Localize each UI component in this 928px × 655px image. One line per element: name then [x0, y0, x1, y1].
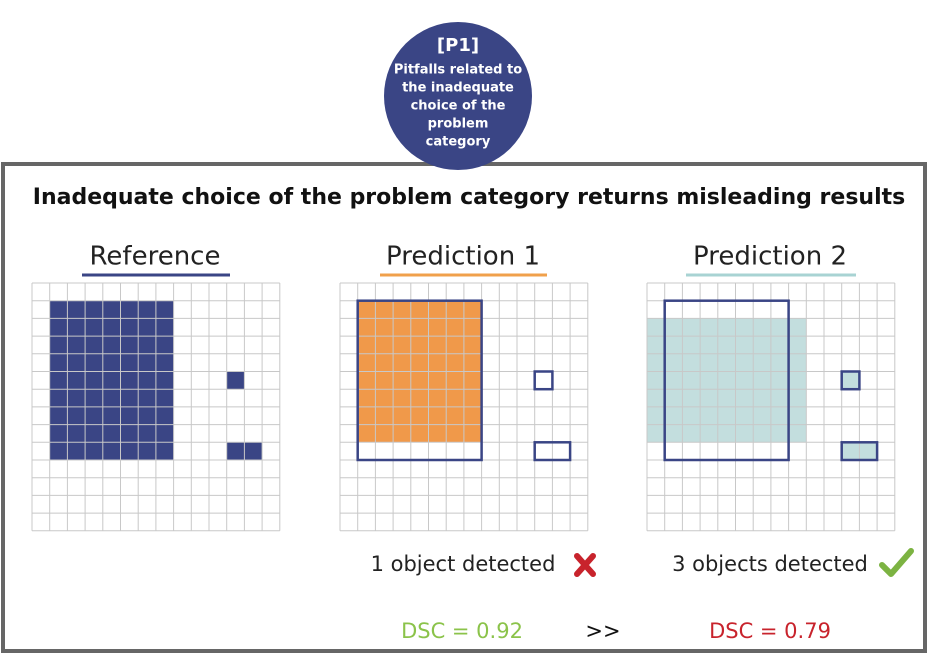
region: [533, 441, 572, 462]
cross-icon: [574, 553, 596, 577]
caption: 1 object detected: [371, 552, 556, 576]
region: [840, 441, 879, 462]
badge: [384, 22, 532, 170]
region: [840, 370, 861, 391]
badge-line: category: [426, 135, 491, 150]
region: [663, 299, 790, 462]
badge-line: choice of the: [411, 99, 506, 114]
badge-line: Pitfalls related to: [394, 63, 522, 78]
title: Inadequate choice of the problem categor…: [33, 185, 905, 210]
check-icon: [879, 548, 914, 577]
comparison: >>: [585, 619, 620, 643]
region: [226, 371, 245, 390]
panel-title: Prediction 1: [386, 242, 540, 272]
region: [49, 300, 174, 460]
region: [356, 299, 483, 462]
badge-line: problem: [428, 117, 489, 132]
panel-title: Reference: [90, 242, 221, 272]
caption: 3 objects detected: [672, 552, 868, 576]
region: [841, 371, 860, 390]
panel-title: Prediction 2: [693, 242, 847, 272]
badge-code: [P1]: [437, 35, 479, 56]
region: [533, 370, 554, 391]
badge-line: the inadequate: [402, 81, 514, 96]
score: DSC = 0.92: [401, 619, 523, 643]
score: DSC = 0.79: [709, 619, 831, 643]
region: [647, 318, 807, 443]
